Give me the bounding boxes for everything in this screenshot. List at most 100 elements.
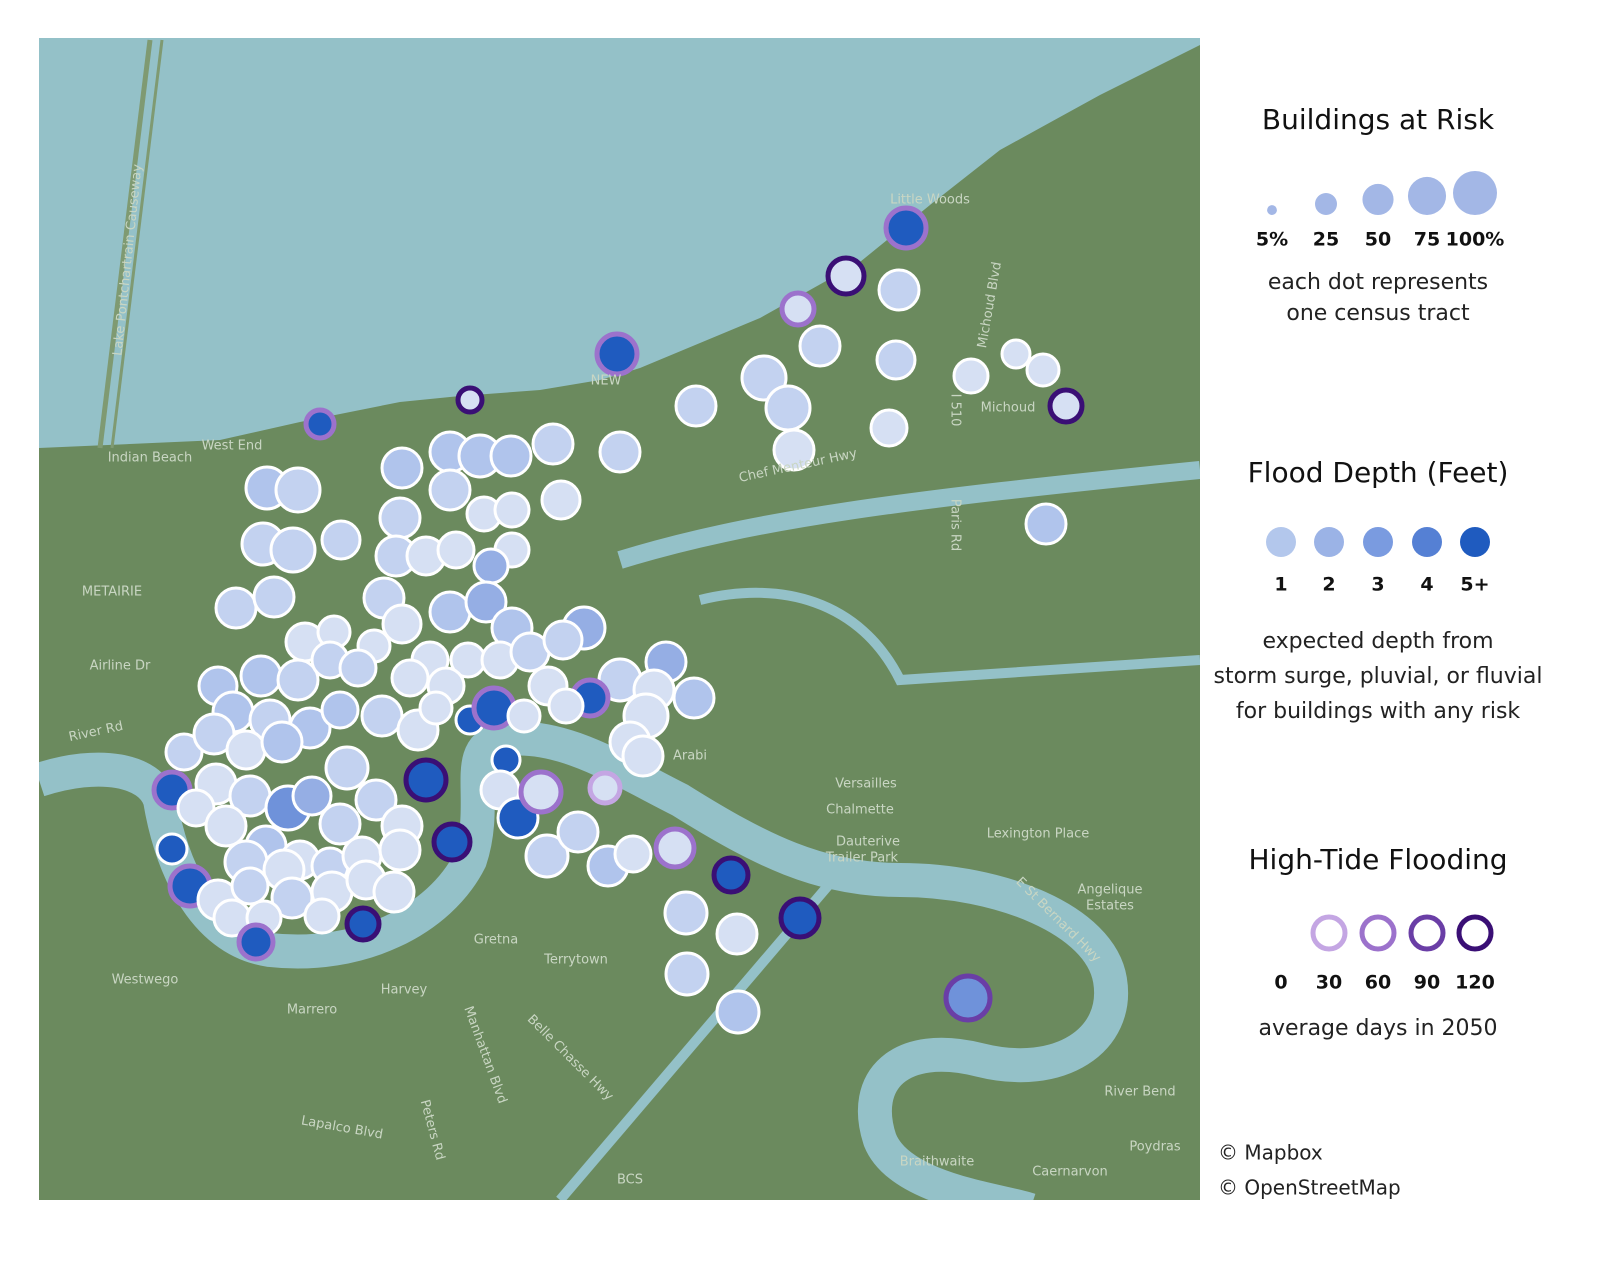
tract-dot — [276, 658, 320, 702]
map-label: METAIRIE — [82, 585, 142, 600]
legend-tick: 4 — [1420, 574, 1433, 596]
legend-note: average days in 2050 — [1258, 1016, 1497, 1041]
legend-tick: 90 — [1414, 972, 1440, 994]
legend-note: each dot represents — [1268, 270, 1488, 295]
tract-dot — [390, 658, 430, 698]
legend-tick: 50 — [1365, 229, 1391, 251]
map-label: Harvey — [381, 983, 428, 998]
tract-dot — [239, 654, 283, 698]
tract-dots — [151, 205, 1085, 1035]
legend-note: for buildings with any risk — [1236, 699, 1521, 724]
tract-dot — [381, 603, 423, 645]
map-label: I 510 — [948, 394, 963, 427]
tract-dot — [428, 468, 472, 512]
tract-dot — [372, 870, 416, 914]
legend-depth-dot — [1363, 527, 1393, 557]
tract-dot — [418, 690, 454, 726]
legend-tide-ring — [1408, 914, 1446, 952]
tract-dot — [952, 357, 990, 395]
tract-dot — [324, 745, 370, 791]
map-label: BCS — [617, 1173, 643, 1188]
legend-size-dot — [1407, 176, 1447, 215]
tract-dot — [320, 519, 362, 561]
tract-dot — [260, 720, 304, 764]
tract-dot — [490, 744, 522, 776]
legend-depth-dot — [1412, 527, 1442, 557]
tract-dot — [825, 255, 867, 297]
map-label: Versailles — [835, 777, 897, 792]
map-label: Caernarvon — [1032, 1165, 1108, 1180]
legend-tick: 0 — [1274, 972, 1287, 994]
map-label: River Bend — [1104, 1085, 1175, 1100]
tract-dot — [214, 586, 258, 630]
legend-tick: 1 — [1274, 574, 1287, 596]
legend-tick: 30 — [1316, 972, 1342, 994]
tract-dot — [524, 833, 570, 879]
legend-depth-dot — [1460, 527, 1490, 557]
legend-size-dot — [1267, 205, 1277, 216]
tract-dot — [875, 339, 917, 381]
map-label: Trailer Park — [825, 851, 899, 866]
tract-dot — [472, 547, 510, 585]
tract-dot — [204, 804, 248, 848]
map-label: Lexington Place — [987, 827, 1090, 842]
legend-tick: 3 — [1371, 574, 1384, 596]
map-label: Indian Beach — [108, 451, 193, 466]
map-label: Chalmette — [826, 803, 894, 818]
map-label: Westwego — [112, 973, 179, 988]
tract-dot — [943, 973, 993, 1023]
tract-dot — [883, 205, 929, 251]
tract-dot — [518, 769, 564, 815]
legend-tick: 60 — [1365, 972, 1391, 994]
map-label: Gretna — [474, 933, 518, 948]
tract-dot — [663, 890, 709, 936]
tract-dot — [269, 526, 317, 574]
tract-dot — [176, 788, 216, 828]
map-label: Arabi — [673, 749, 707, 764]
tract-dot — [431, 821, 473, 863]
tract-dot — [225, 729, 267, 771]
tract-dot — [230, 866, 270, 906]
tract-dot — [556, 810, 600, 854]
legend-tick: 25 — [1313, 229, 1339, 251]
tract-dot — [540, 479, 582, 521]
tract-dot — [464, 580, 508, 624]
tract-dot — [764, 384, 812, 432]
tract-dot — [674, 384, 718, 428]
map-label: Little Woods — [890, 193, 970, 208]
tract-dot — [772, 428, 816, 472]
tract-dot — [403, 757, 449, 803]
tract-dot — [587, 770, 623, 806]
tract-dot — [594, 331, 640, 377]
legend-tick: 100% — [1446, 229, 1505, 251]
tract-dot — [778, 896, 822, 940]
legend-title: Flood Depth (Feet) — [1248, 456, 1509, 489]
tract-dot — [1025, 352, 1061, 388]
credit: © OpenStreetMap — [1218, 1176, 1401, 1200]
tract-dot — [798, 324, 842, 368]
map-label: Estates — [1086, 899, 1134, 914]
tract-dot — [598, 430, 642, 474]
tract-dot — [493, 491, 531, 529]
tract-dot — [354, 778, 398, 822]
tract-dot — [155, 832, 189, 866]
tract-dot — [428, 590, 472, 634]
tract-dot — [455, 385, 485, 415]
map-label: Michoud — [981, 401, 1036, 416]
credit: © Mapbox — [1218, 1141, 1323, 1165]
tract-dot — [672, 676, 716, 720]
tract-dot — [436, 530, 476, 570]
tract-dot — [621, 734, 665, 778]
tract-dot — [380, 446, 424, 490]
tract-dot — [360, 694, 404, 738]
legend-depth-dot — [1314, 527, 1344, 557]
map-label: West End — [202, 439, 263, 454]
legend-tick: 75 — [1414, 229, 1440, 251]
tract-dot — [877, 268, 921, 312]
tract-dot — [344, 905, 382, 943]
legend-tick: 120 — [1455, 972, 1495, 994]
legend-size-dot — [1315, 193, 1337, 215]
legend-title: Buildings at Risk — [1262, 103, 1495, 136]
tract-dot — [378, 828, 422, 872]
